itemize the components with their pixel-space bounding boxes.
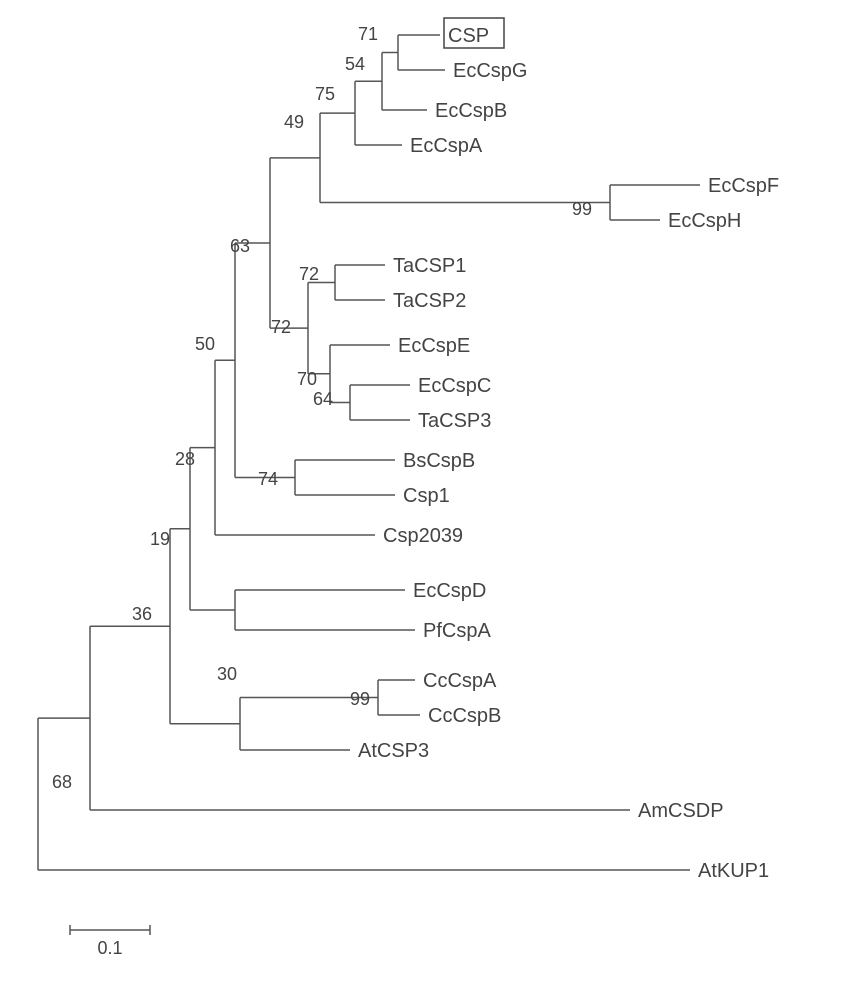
leaf-label-AtCSP3: AtCSP3 [358,740,429,762]
support-label: 72 [271,317,291,337]
leaf-label-EcCspB: EcCspB [435,100,507,122]
support-label: 99 [572,199,592,219]
leaf-label-AtKUP1: AtKUP1 [698,860,769,882]
scale-label: 0.1 [97,938,122,958]
leaf-label-AmCSDP: AmCSDP [638,800,724,822]
support-label: 54 [345,54,365,74]
support-label: 50 [195,334,215,354]
support-label: 19 [150,529,170,549]
support-label: 36 [132,604,152,624]
leaf-label-EcCspC: EcCspC [418,375,491,397]
support-label: 99 [350,689,370,709]
leaf-label-EcCspE: EcCspE [398,335,470,357]
leaf-label-Csp1: Csp1 [403,485,450,507]
leaf-label-CSP: CSP [448,25,489,47]
support-label: 30 [217,664,237,684]
support-label: 70 [297,369,317,389]
leaf-label-EcCspD: EcCspD [413,580,486,602]
leaf-label-Csp2039: Csp2039 [383,525,463,547]
leaf-label-PfCspA: PfCspA [423,620,491,642]
support-label: 75 [315,84,335,104]
leaf-label-EcCspG: EcCspG [453,60,527,82]
support-label: 72 [299,264,319,284]
support-label: 63 [230,236,250,256]
leaf-label-CcCspA: CcCspA [423,670,497,692]
leaf-label-BsCspB: BsCspB [403,450,475,472]
phylogenetic-tree: 68 36 19 28 50 63 49 75 54 71 CSP EcCspG EcCspB EcCsp… [0,0,847,1000]
leaf-label-TaCSP2: TaCSP2 [393,290,466,312]
support-label: 68 [52,772,72,792]
support-label: 64 [313,389,333,409]
support-label: 49 [284,112,304,132]
support-label: 71 [358,24,378,44]
leaf-label-CcCspB: CcCspB [428,705,501,727]
leaf-label-TaCSP3: TaCSP3 [418,410,491,432]
leaf-label-EcCspF: EcCspF [708,175,779,197]
leaf-label-TaCSP1: TaCSP1 [393,255,466,277]
support-label: 74 [258,469,278,489]
support-label: 28 [175,449,195,469]
leaf-label-EcCspA: EcCspA [410,135,483,157]
leaf-label-EcCspH: EcCspH [668,210,741,232]
